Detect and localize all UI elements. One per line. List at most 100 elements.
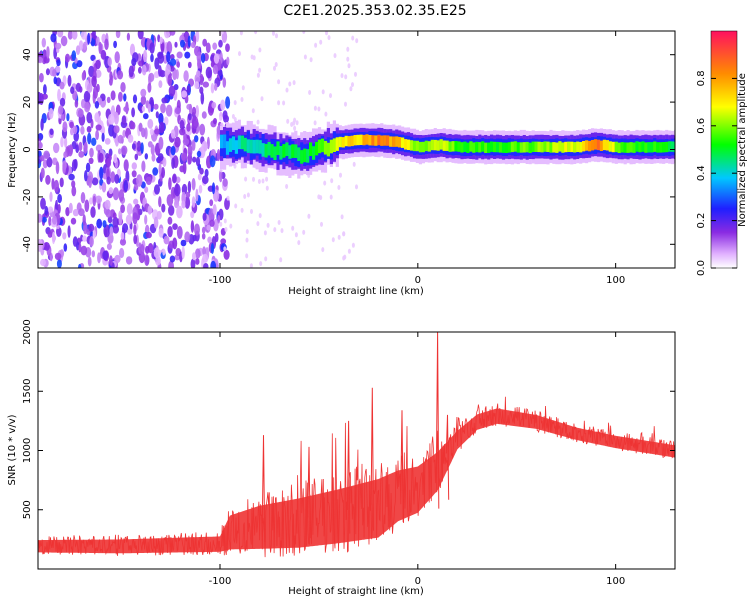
noise-blob [110,105,116,117]
noise-blob [78,151,85,158]
faint-speckle [285,184,289,189]
noise-blob [63,243,68,252]
x-tick-label: 0 [415,275,421,286]
noise-blob [98,41,102,55]
noise-blob [195,156,201,167]
trace-cell [237,135,241,150]
faint-speckle [263,230,267,236]
noise-blob [136,174,143,187]
colorbar-label: Normalized spectral amplitude [737,73,748,227]
snr-x-label: Height of straight line (km) [288,586,424,597]
noise-blob [71,31,78,40]
noise-blob [113,153,118,164]
faint-speckle [273,65,276,71]
spectrogram-panel: -100 0 100 -40 -20 0 20 40 Height of straight … [7,30,676,297]
spectrogram-y-ticks: -40 -20 0 20 40 [22,48,675,252]
spectrogram-x-ticks: -100 0 100 [209,31,625,286]
snr-spike [261,435,266,542]
trace-cell [570,141,574,153]
faint-speckle [314,42,318,48]
trace-cell [498,142,503,153]
trace-cell [662,142,666,153]
noise-blob [163,235,170,245]
noise-blob [109,255,113,266]
noise-blob [120,204,125,214]
faint-speckle [317,194,321,200]
trace-cell [255,139,259,154]
noise-blob [187,180,192,194]
noise-blob [200,53,206,63]
noise-blob [136,140,142,152]
noise-blob [44,205,49,216]
noise-blob [187,144,193,157]
noise-blob [195,31,200,43]
noise-blob [166,51,171,63]
noise-blob [86,112,93,124]
noise-blob [105,209,112,218]
noise-blob [158,227,164,238]
noise-blob [195,105,199,118]
faint-speckle [256,119,260,125]
trace-cell [442,140,446,151]
faint-speckle [319,39,323,45]
noise-blob [84,199,90,213]
x-tick-label: 0 [415,576,421,587]
noise-blob [70,86,75,94]
noise-blob [106,176,111,185]
noise-blob [84,102,91,113]
noise-blob [71,50,77,61]
noise-blob [123,159,129,172]
noise-blob [89,197,93,205]
noise-blob [125,214,133,225]
faint-speckle [264,256,268,262]
trace-cell [306,149,310,163]
noise-blob [155,111,159,119]
faint-speckle [302,31,306,34]
x-tick-label: -100 [209,275,232,286]
faint-speckle [347,248,351,254]
noise-blob [87,256,92,267]
noise-blob [119,238,127,246]
noise-blob [58,105,64,115]
noise-blob [101,182,107,193]
noise-blob [40,258,46,267]
trace-cell [650,142,654,153]
trace-cell [519,142,523,153]
noise-blob [118,215,123,225]
noise-blob [187,61,192,69]
noise-blob [112,187,120,201]
trace-cell [561,142,565,153]
noise-blob [140,142,144,155]
noise-blob [181,246,185,259]
faint-speckle [275,33,278,39]
noise-blob [144,153,148,160]
trace-cell [389,136,393,147]
faint-speckle [293,117,297,123]
noise-blob [190,41,196,49]
trace-cell [252,139,256,154]
trace-cell [525,141,529,153]
trace-cell [629,142,633,153]
faint-speckle [273,227,277,233]
snr-spike [435,332,440,509]
faint-speckle [349,86,353,92]
faint-speckle [245,229,249,235]
trace-cell [315,141,319,156]
trace-cell [338,136,342,148]
noise-blob [131,121,136,130]
noise-blob [114,51,120,64]
snr-x-ticks: -100 0 100 [209,332,625,587]
noise-blob [119,247,125,259]
noise-blob [118,189,125,202]
noise-blob [157,34,161,43]
noise-blob [131,143,136,150]
trace-cell [240,135,244,150]
faint-speckle [352,161,356,167]
noise-blob [176,226,183,239]
noise-blob [59,81,65,90]
faint-speckle [239,31,243,36]
noise-blob [131,57,137,67]
faint-speckle [233,117,237,122]
noise-blob [52,215,57,225]
trace-cell [231,136,236,150]
